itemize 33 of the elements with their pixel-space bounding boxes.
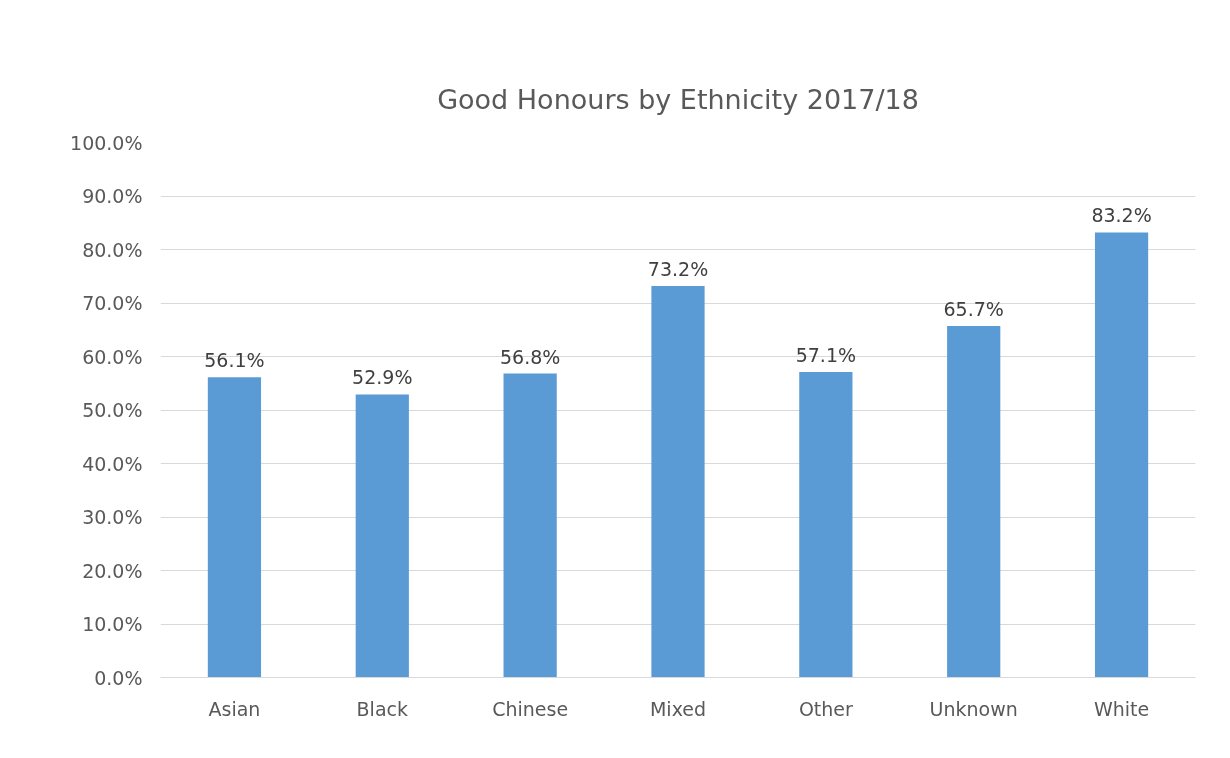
bar bbox=[503, 373, 557, 678]
data-label: 73.2% bbox=[647, 257, 709, 280]
x-tick-label: Other bbox=[798, 697, 854, 720]
x-tick-label: White bbox=[1093, 697, 1150, 720]
x-tick-label: Unknown bbox=[929, 697, 1018, 720]
data-label: 57.1% bbox=[795, 344, 857, 367]
x-tick-label: Mixed bbox=[649, 697, 707, 720]
y-tick-label: 90.0% bbox=[82, 185, 143, 207]
chart-title: Good Honours by Ethnicity 2017/18 bbox=[437, 84, 919, 115]
y-tick-label: 50.0% bbox=[82, 399, 143, 421]
y-tick-label: 100.0% bbox=[70, 131, 143, 154]
bar bbox=[651, 285, 705, 678]
x-tick-label: Asian bbox=[208, 697, 261, 720]
data-label: 56.1% bbox=[204, 349, 265, 372]
data-label: 52.9% bbox=[352, 366, 413, 389]
y-tick-label: 30.0% bbox=[82, 506, 143, 528]
bar bbox=[355, 394, 409, 678]
y-tick-label: 80.0% bbox=[82, 238, 143, 261]
bar bbox=[799, 372, 853, 678]
data-label: 65.7% bbox=[943, 298, 1004, 321]
bar bbox=[207, 377, 262, 678]
y-tick-label: 70.0% bbox=[82, 292, 143, 314]
y-tick-label: 0.0% bbox=[94, 666, 143, 689]
bar bbox=[947, 326, 1001, 678]
bar bbox=[1094, 232, 1149, 678]
y-tick-label: 10.0% bbox=[82, 613, 143, 635]
x-tick-label: Black bbox=[356, 697, 408, 720]
y-tick-label: 60.0% bbox=[82, 345, 143, 368]
x-tick-label: Chinese bbox=[492, 697, 569, 720]
y-tick-label: 20.0% bbox=[82, 559, 143, 582]
data-label: 56.8% bbox=[499, 345, 561, 368]
data-label: 83.2% bbox=[1091, 204, 1152, 227]
y-tick-label: 40.0% bbox=[82, 452, 143, 475]
